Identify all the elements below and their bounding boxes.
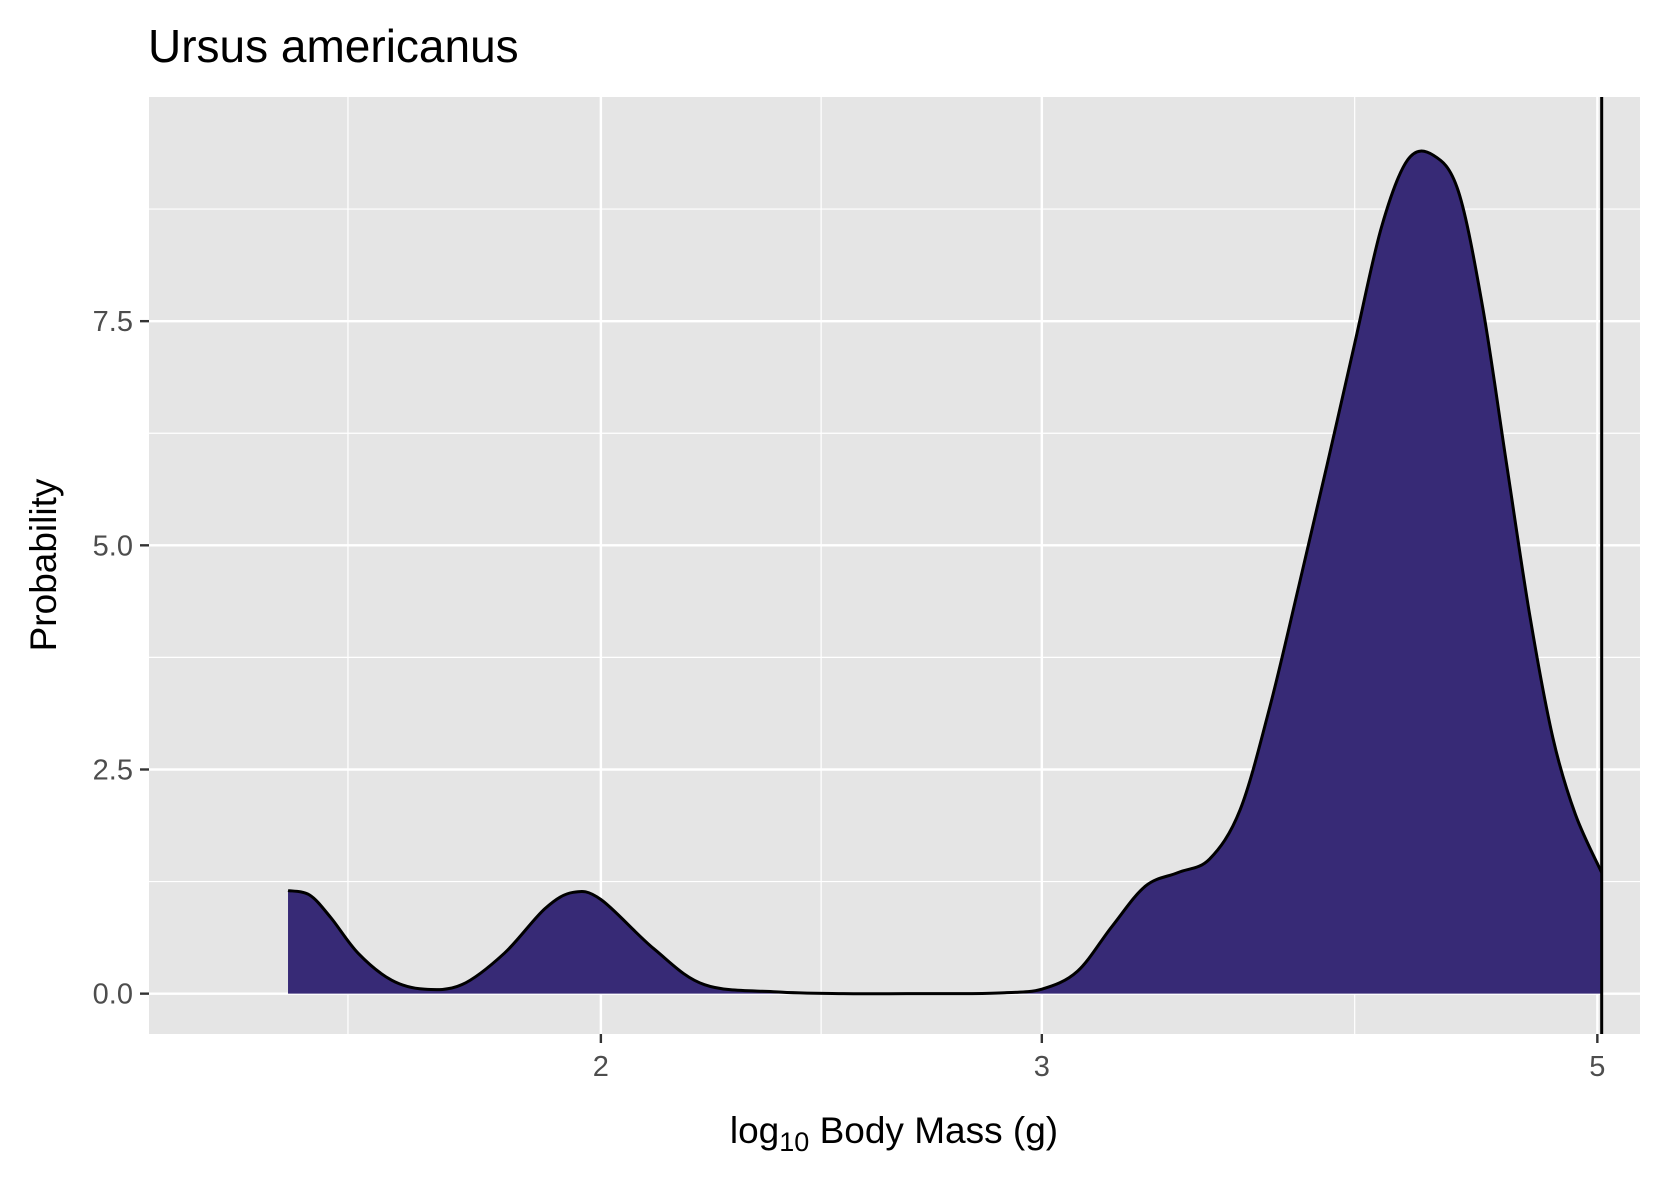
x-tick-label: 3 [1034, 1051, 1050, 1083]
chart-title: Ursus americanus [148, 20, 519, 72]
x-axis-title: log10 Body Mass (g) [730, 1110, 1058, 1157]
y-tick-label: 5.0 [93, 530, 133, 562]
density-line [287, 149, 1604, 996]
y-axis-title: Probability [23, 478, 64, 651]
y-tick-label: 0.0 [93, 979, 133, 1011]
y-axis: 0.0 2.5 5.0 7.5 [93, 306, 149, 1011]
density-area [288, 151, 1602, 994]
x-tick-label: 2 [593, 1051, 609, 1083]
y-tick-label: 2.5 [93, 754, 133, 786]
y-tick-label: 7.5 [93, 306, 133, 338]
x-tick-label: 5 [1589, 1051, 1605, 1083]
x-axis: 2 3 5 [593, 1034, 1605, 1083]
